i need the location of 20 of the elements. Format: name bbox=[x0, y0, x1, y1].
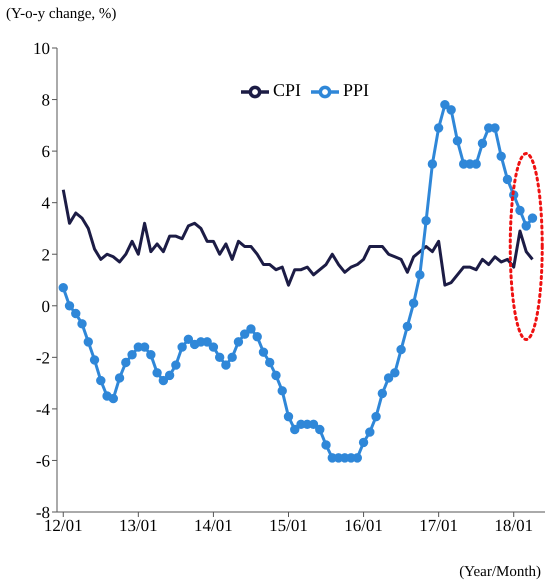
x-tick-label: 17/01 bbox=[419, 516, 458, 536]
y-tick-label: 2 bbox=[42, 245, 50, 264]
y-tick-label: 6 bbox=[42, 142, 50, 162]
y-tick-label: 10 bbox=[33, 39, 50, 58]
x-tick-label: 13/01 bbox=[118, 516, 158, 536]
y-tick-label: 0 bbox=[42, 296, 50, 316]
y-tick-label: -4 bbox=[36, 400, 50, 419]
y-axis-title: (Y-o-y change, %) bbox=[6, 6, 116, 23]
x-tick-label: 18/01 bbox=[494, 516, 534, 536]
line-series bbox=[62, 188, 534, 287]
y-tick-label: 4 bbox=[42, 194, 50, 213]
legend-label: CPI bbox=[272, 80, 301, 100]
y-tick-label: -2 bbox=[36, 348, 50, 368]
legend-label: PPI bbox=[343, 80, 370, 100]
y-tick-label: 8 bbox=[42, 90, 50, 110]
x-axis-title: (Year/Month) bbox=[459, 564, 541, 581]
x-tick-label: 14/01 bbox=[194, 516, 233, 536]
y-tick-label: -6 bbox=[36, 451, 50, 470]
x-tick-label: 15/01 bbox=[269, 516, 308, 536]
x-tick-label: 16/01 bbox=[344, 516, 383, 536]
